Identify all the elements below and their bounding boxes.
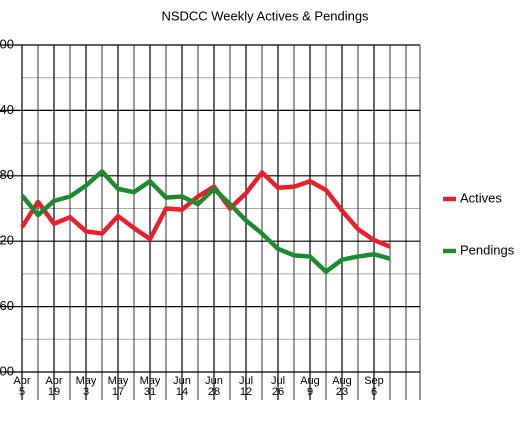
- x-tick-label: Apr 5: [13, 375, 31, 398]
- y-tick-label: 300: [0, 363, 14, 378]
- x-tick-label: Jun 14: [173, 375, 191, 398]
- legend-label: Pendings: [460, 242, 515, 257]
- y-tick-label: 480: [0, 167, 14, 182]
- y-tick-label: 600: [0, 36, 14, 51]
- x-tick-label: Aug 23: [332, 375, 352, 398]
- y-tick-label: 420: [0, 233, 14, 248]
- x-tick-label: Jul 12: [238, 375, 254, 398]
- x-tick-label: Jul 26: [270, 375, 286, 398]
- x-tick-label: Apr 19: [45, 375, 63, 398]
- y-tick-label: 540: [0, 102, 14, 117]
- chart-title: NSDCC Weekly Actives & Pendings: [161, 8, 369, 23]
- series-line: [20, 169, 391, 274]
- series-line: [20, 170, 391, 249]
- x-tick-label: Aug 9: [300, 375, 320, 398]
- x-tick-label: May 31: [139, 375, 161, 398]
- x-tick-label: Sep 6: [364, 375, 384, 398]
- y-tick-label: 360: [0, 298, 14, 313]
- x-tick-label: Jun 28: [205, 375, 223, 398]
- x-tick-label: May 17: [107, 375, 129, 398]
- legend-label: Actives: [460, 190, 502, 205]
- x-tick-label: May 3: [75, 375, 97, 398]
